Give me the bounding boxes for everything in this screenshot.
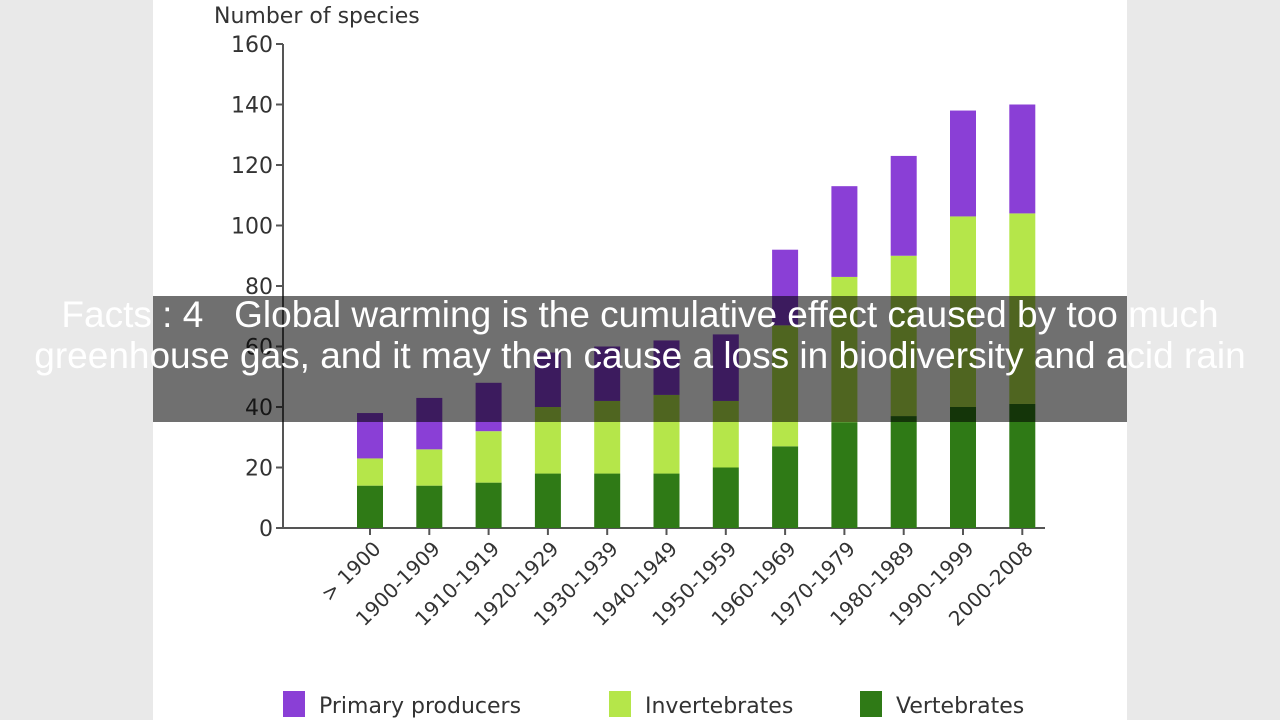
legend: Primary producers Invertebrates Vertebrate…	[283, 691, 1024, 719]
bar-segment	[534, 473, 561, 528]
caption-text: Facts : 4 Global warming is the cumulati…	[34, 294, 1246, 376]
bar-segment	[416, 485, 443, 528]
y-tick-label: 20	[245, 457, 273, 482]
y-tick-label: 120	[231, 154, 273, 179]
y-tick-label: 140	[231, 94, 273, 119]
bar-segment	[831, 186, 858, 277]
caption-band	[153, 296, 1127, 422]
legend-label: Primary producers	[319, 694, 521, 719]
y-tick-label: 80	[245, 275, 273, 300]
bar-segment	[712, 467, 739, 528]
y-tick-label: 100	[231, 215, 273, 240]
bar-segment	[653, 473, 680, 528]
legend-label: Invertebrates	[645, 694, 793, 719]
bar-segment	[594, 473, 621, 528]
bar-segment	[772, 446, 799, 528]
y-tick-label: 0	[259, 517, 273, 542]
bar-segment	[475, 482, 502, 528]
bar-segment	[1009, 403, 1036, 528]
legend-swatch	[283, 691, 305, 717]
bar-segment	[357, 485, 383, 528]
bar-segment	[416, 449, 443, 486]
bar-segment	[890, 155, 917, 256]
bar-segment	[357, 458, 383, 486]
bar-segment	[950, 407, 976, 528]
bar-segment	[1009, 104, 1036, 214]
legend-swatch	[860, 691, 882, 717]
bar-segment	[475, 431, 502, 483]
bar-segment	[831, 422, 858, 528]
y-axis-title: Number of species	[214, 4, 420, 29]
legend-swatch	[609, 691, 631, 717]
bar-segment	[950, 110, 976, 217]
y-tick-label: 160	[231, 33, 273, 58]
bar-segment	[890, 416, 917, 528]
y-axis-ticks: 020406080100120140160	[231, 33, 283, 542]
legend-label: Vertebrates	[896, 694, 1024, 719]
